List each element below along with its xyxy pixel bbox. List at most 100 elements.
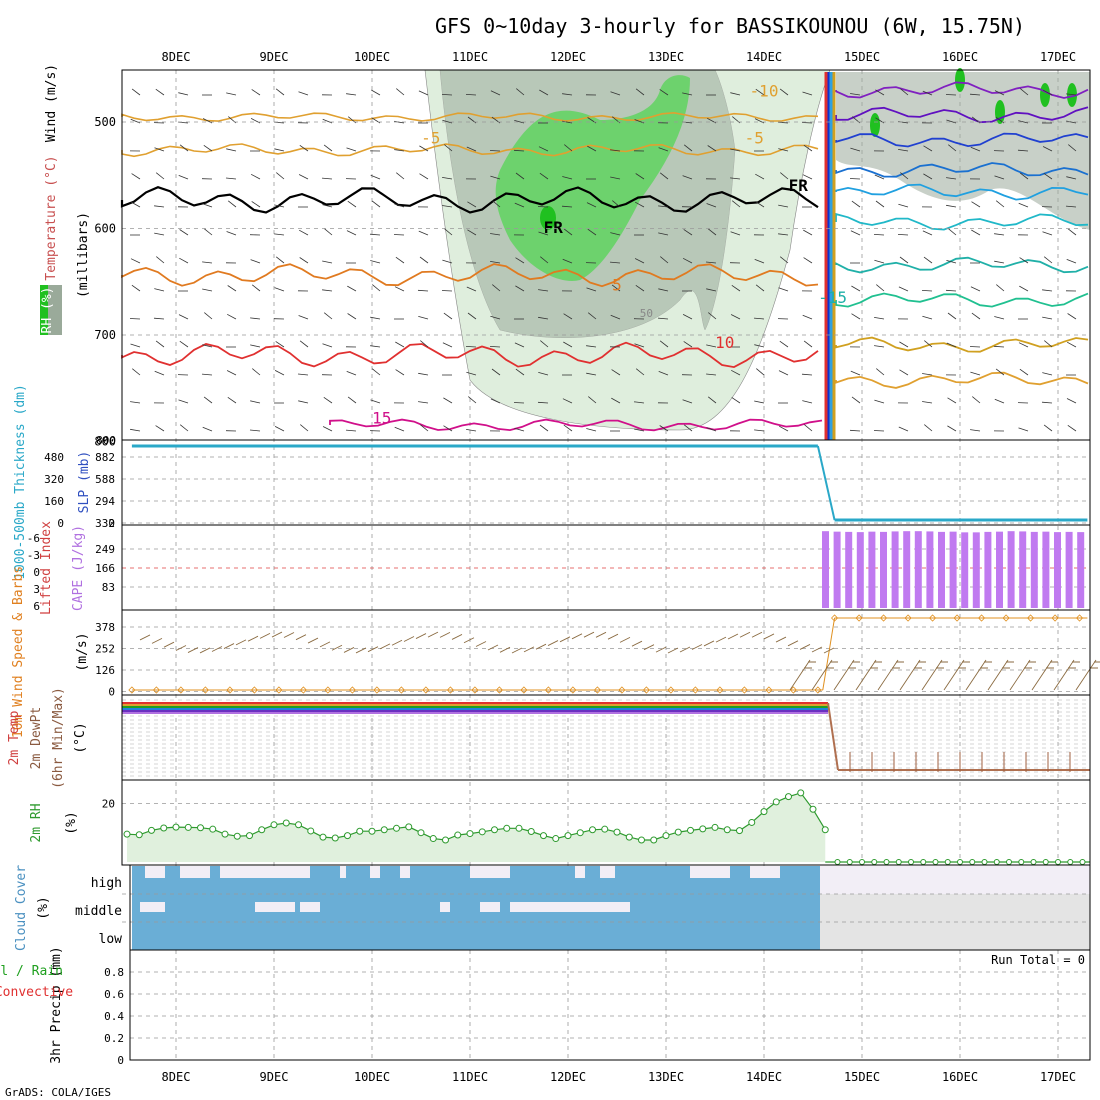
upper-wind-barb (492, 284, 501, 292)
slp-tick-label: 332 (95, 517, 115, 530)
bottom-date-label: 9DEC (260, 1070, 289, 1084)
upper-wind-barb (922, 230, 933, 236)
surface-wind-barb (163, 641, 175, 648)
upper-wind-barb (730, 177, 741, 180)
upper-wind-barb (539, 424, 549, 432)
bottom-date-label: 10DEC (354, 1070, 390, 1084)
upper-wind-barb (418, 372, 429, 376)
upper-wind-barb (322, 426, 333, 432)
cloud-gap (470, 866, 510, 878)
surface-wind-barb (619, 636, 631, 643)
cape-tick-label: 83 (102, 581, 115, 594)
upper-wind-barb (635, 201, 645, 208)
cloud-gap (600, 866, 615, 878)
surface-wind-barb (367, 646, 379, 653)
upper-wind-barb (419, 256, 429, 264)
surface-wind-barb (343, 647, 355, 653)
upper-wind-barb (154, 370, 165, 376)
upper-wind-barb (130, 401, 141, 404)
surface-wind-barb (535, 643, 547, 650)
upper-wind-barb (394, 120, 405, 124)
upper-wind-barb (634, 401, 645, 404)
bottom-date-label: 14DEC (746, 1070, 782, 1084)
upper-wind-barb (490, 233, 501, 236)
upper-wind-barb (226, 148, 237, 152)
upper-wind-barb (874, 399, 885, 404)
rh2m-point (160, 824, 168, 832)
upper-wind-barb (755, 284, 765, 292)
minmax-axis-label: (6hr Min/Max) (51, 687, 66, 789)
upper-wind-barb (418, 401, 429, 404)
upper-wind-barb (467, 201, 477, 208)
surface-wind-barb (787, 640, 799, 647)
upper-wind-barb (706, 288, 717, 292)
upper-wind-barb (324, 228, 333, 236)
upper-wind-barb (755, 88, 765, 96)
slp-tick-label: 882 (95, 451, 115, 464)
surface-wind-barb (463, 637, 475, 644)
surface-wind-barb (151, 637, 163, 644)
upper-wind-barb (131, 201, 141, 208)
upper-wind-barb (634, 258, 645, 264)
rh2m-axis-label: 2m RH (29, 803, 44, 842)
upper-wind-barb (947, 425, 957, 432)
upper-wind-barb (466, 286, 477, 292)
upper-wind-barb (851, 313, 861, 320)
surface-wind-barb (811, 659, 838, 691)
cape-bar (938, 531, 945, 608)
upper-wind-barb (155, 172, 165, 180)
rh2m-point (478, 828, 486, 836)
upper-wind-barb (707, 145, 717, 152)
upper-wind-barb (347, 200, 357, 208)
upper-wind-barb (1042, 146, 1053, 152)
rh2m-point (564, 832, 572, 840)
rh2m-point (1018, 859, 1025, 865)
dewpt-axis-label: 2m DewPt (29, 707, 44, 770)
upper-wind-barb (370, 174, 381, 180)
upper-wind-barb (994, 90, 1005, 96)
upper-wind-barb (468, 396, 477, 404)
contour-label: 5 (612, 275, 622, 294)
upper-wind-barb (202, 288, 213, 292)
upper-wind-barb (1067, 424, 1077, 432)
surface-wind-barb (1053, 659, 1080, 691)
upper-wind-barb (130, 258, 141, 264)
upper-wind-barb (970, 146, 981, 152)
upper-wind-barb (443, 312, 453, 320)
rh2m-units-label: (%) (64, 811, 79, 834)
rh2m-point (687, 826, 694, 834)
upper-wind-barb (660, 256, 669, 264)
rh2m-point (944, 859, 951, 865)
rh2m-point (723, 826, 731, 834)
east-temp-contour (835, 336, 1089, 353)
upper-wind-barb (297, 373, 309, 376)
upper-wind-barb (513, 149, 525, 152)
wind-speed-marker (789, 686, 797, 694)
upper-wind-barb (514, 342, 525, 348)
upper-wind-barb (948, 144, 957, 152)
precip-tick-label: 0.4 (104, 1010, 124, 1023)
surface-wind-barb (139, 634, 151, 641)
bottom-date-label: 11DEC (452, 1070, 488, 1084)
upper-wind-barb (132, 368, 141, 376)
surface-wind-barb (921, 659, 948, 691)
upper-wind-barb (538, 289, 549, 292)
wind-speed-marker (716, 686, 724, 694)
upper-wind-barb (394, 286, 405, 292)
upper-wind-barb (851, 200, 861, 208)
upper-wind-barb (345, 429, 357, 432)
surface-wind-barb (703, 640, 715, 647)
rh-peak-area (1040, 83, 1050, 107)
cape-bar (822, 531, 829, 608)
upper-wind-barb (250, 344, 261, 348)
pressure-tick-label: 600 (94, 222, 116, 236)
temp-axis-label: Temperature (°C) (44, 155, 59, 280)
rh2m-point (319, 833, 327, 841)
east-temp-contour (835, 132, 1089, 148)
upper-wind-barb (275, 341, 285, 348)
surface-wind-barb (987, 659, 1014, 691)
upper-wind-barb (394, 149, 405, 152)
upper-wind-barb (538, 231, 549, 236)
rh2m-point (1055, 859, 1061, 865)
